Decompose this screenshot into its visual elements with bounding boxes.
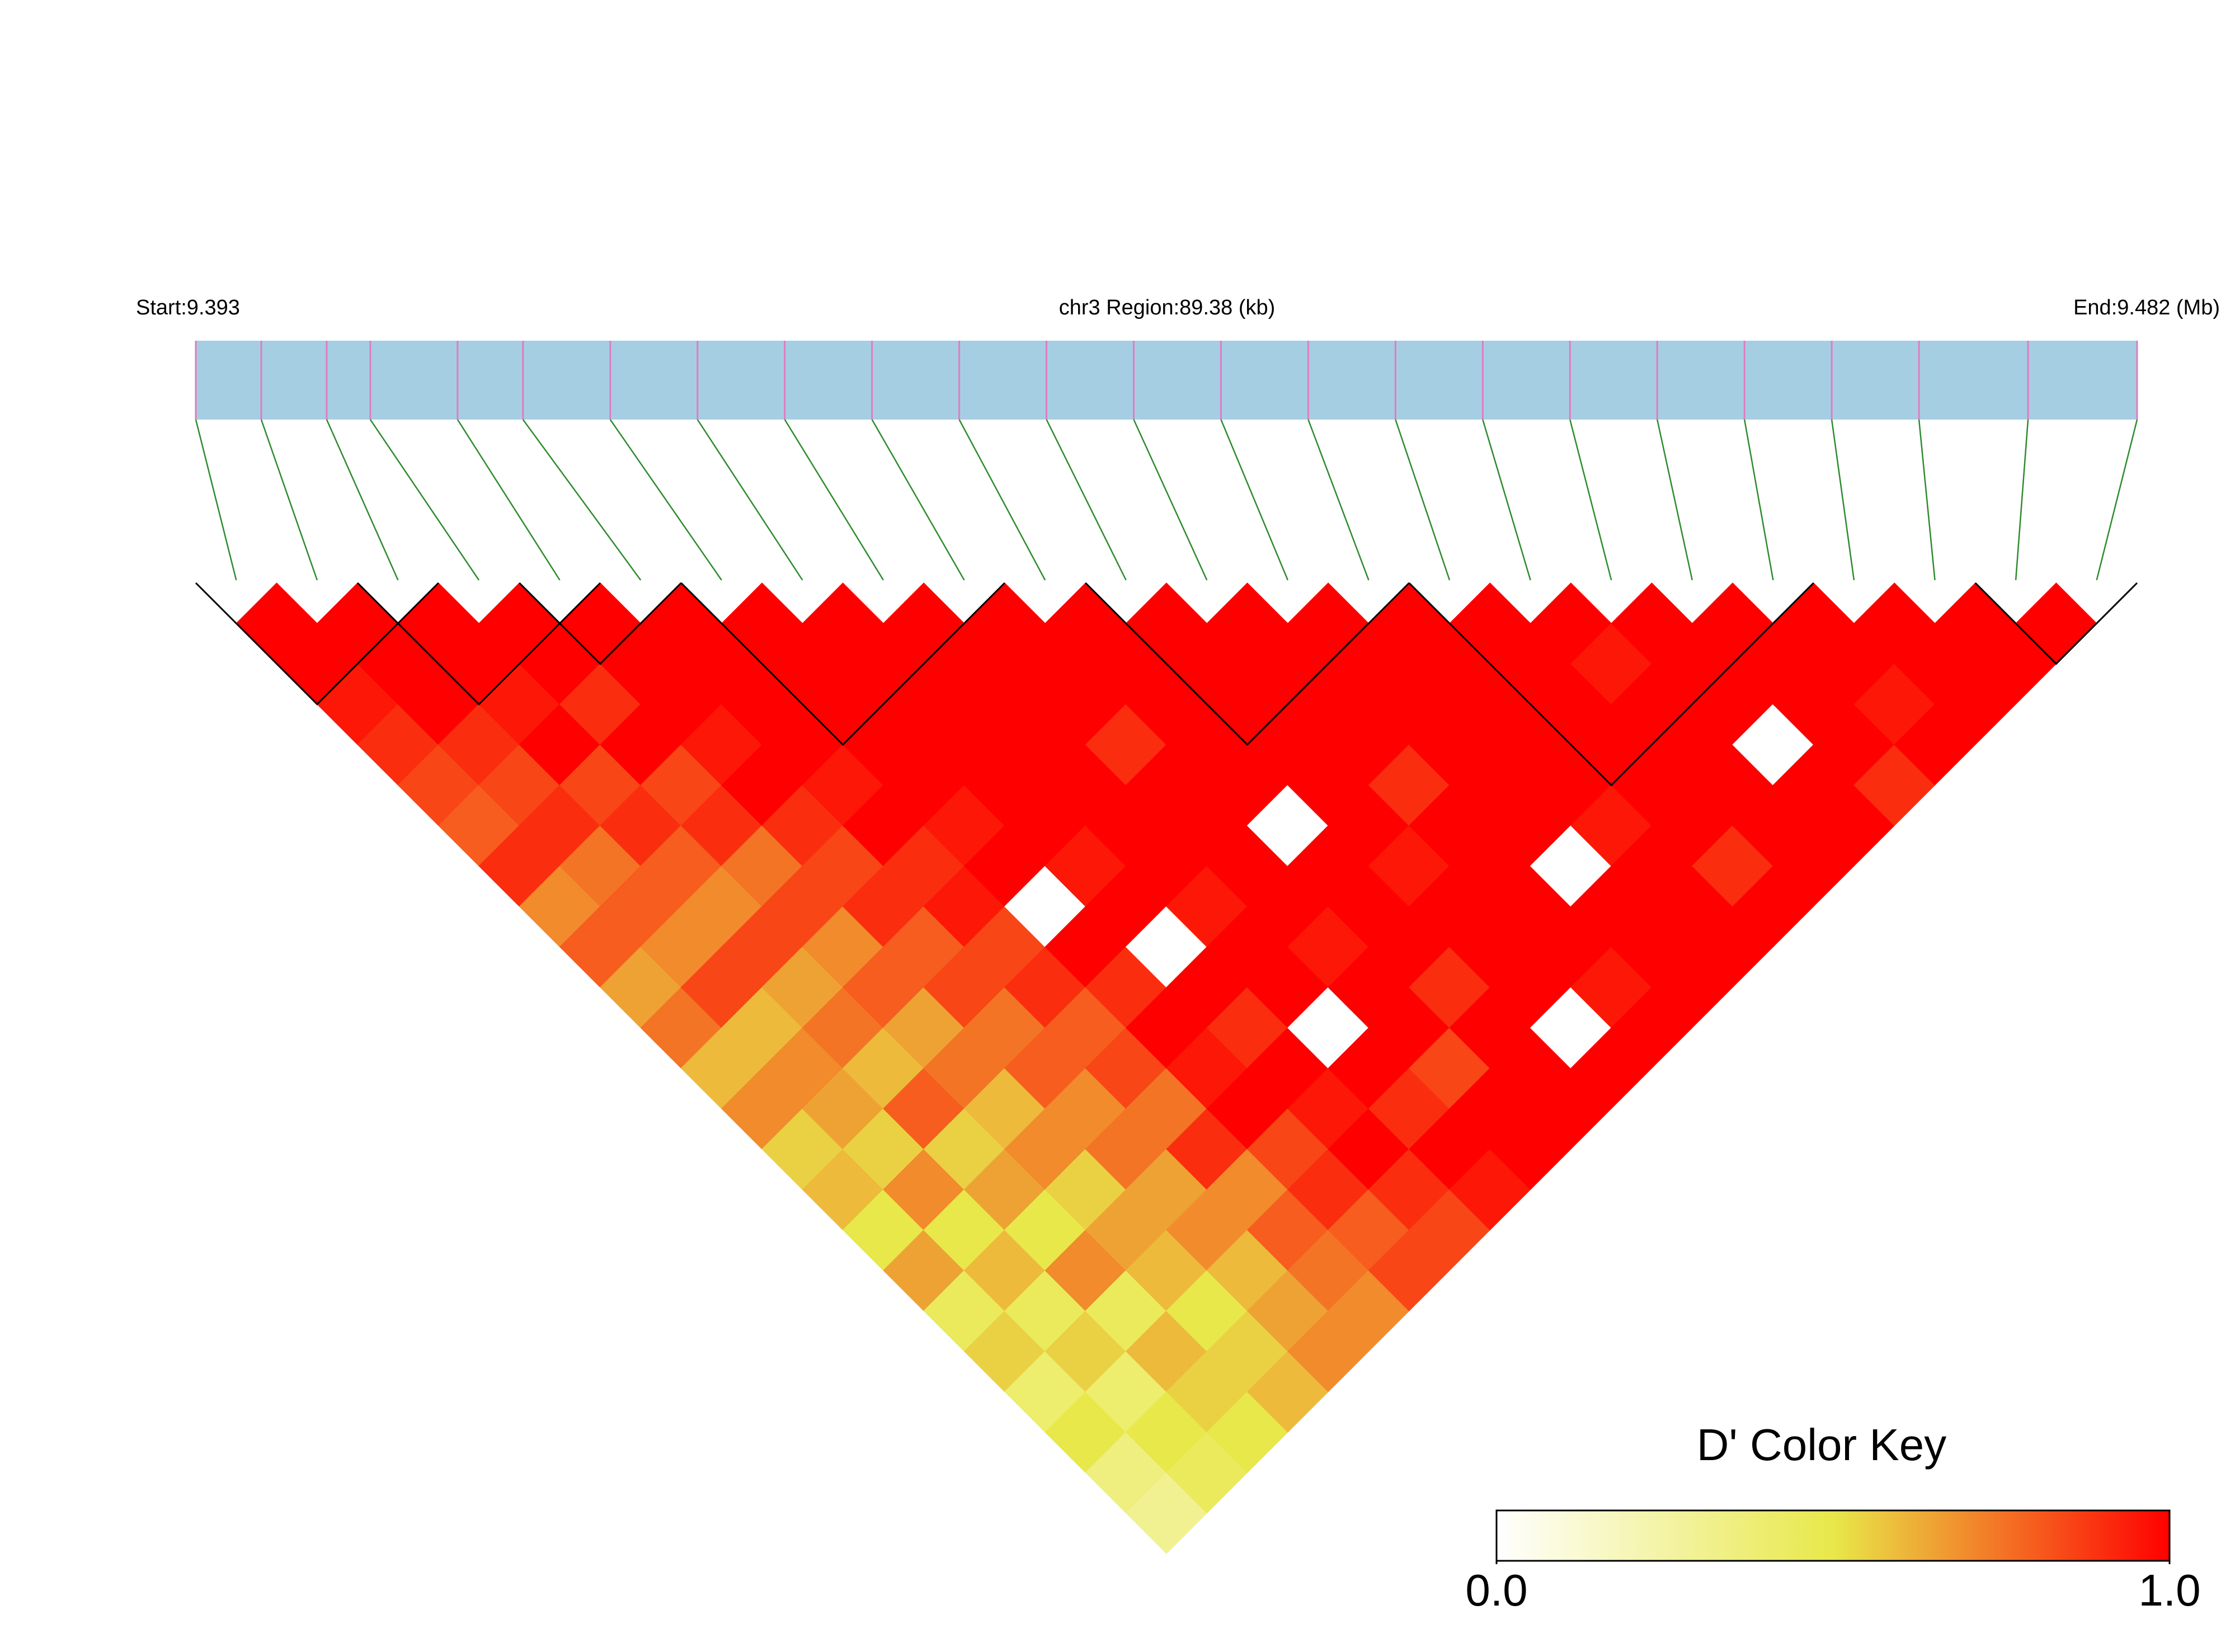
snp-connector xyxy=(522,419,642,581)
snp-connector xyxy=(1743,419,1774,581)
snp-connector xyxy=(1657,419,1693,581)
snp-bar xyxy=(196,341,2137,420)
region-label: chr3 Region:89.38 (kb) xyxy=(1059,296,1276,319)
snp-connector xyxy=(609,419,722,581)
ld-block xyxy=(519,582,682,665)
ld-block xyxy=(1974,582,2138,665)
snp-connector xyxy=(871,419,965,581)
colorbar-tick-label: 0.0 xyxy=(1465,1565,1527,1615)
snp-connector xyxy=(2015,419,2029,581)
snp-connector xyxy=(2096,419,2138,581)
snp-connector xyxy=(1220,419,1289,581)
snp-connector xyxy=(1046,419,1127,581)
snp-connector xyxy=(1918,419,1936,581)
colorbar-tick-label: 1.0 xyxy=(2138,1565,2200,1615)
snp-connector xyxy=(1307,419,1370,581)
snp-connector xyxy=(697,419,803,581)
snp-connector xyxy=(260,419,318,581)
end-label: End:9.482 (Mb) xyxy=(2073,296,2220,319)
colorbar-title: D' Color Key xyxy=(1697,1420,1947,1470)
snp-connector xyxy=(784,419,884,581)
snp-connector xyxy=(195,419,237,581)
colorbar xyxy=(1495,1509,2171,1562)
snp-connector xyxy=(369,419,480,581)
start-label: Start:9.393 xyxy=(136,296,240,319)
snp-connector xyxy=(1395,419,1451,581)
snp-connector xyxy=(1133,419,1208,581)
ld-block xyxy=(680,582,1005,746)
snp-connector xyxy=(326,419,399,581)
ld-block xyxy=(1408,582,1814,787)
snp-connector xyxy=(457,419,561,581)
snp-connector xyxy=(958,419,1046,581)
snp-connector xyxy=(1831,419,1855,581)
snp-connector xyxy=(1482,419,1531,581)
ld-block xyxy=(1085,582,1410,746)
snp-connector xyxy=(1569,419,1612,581)
